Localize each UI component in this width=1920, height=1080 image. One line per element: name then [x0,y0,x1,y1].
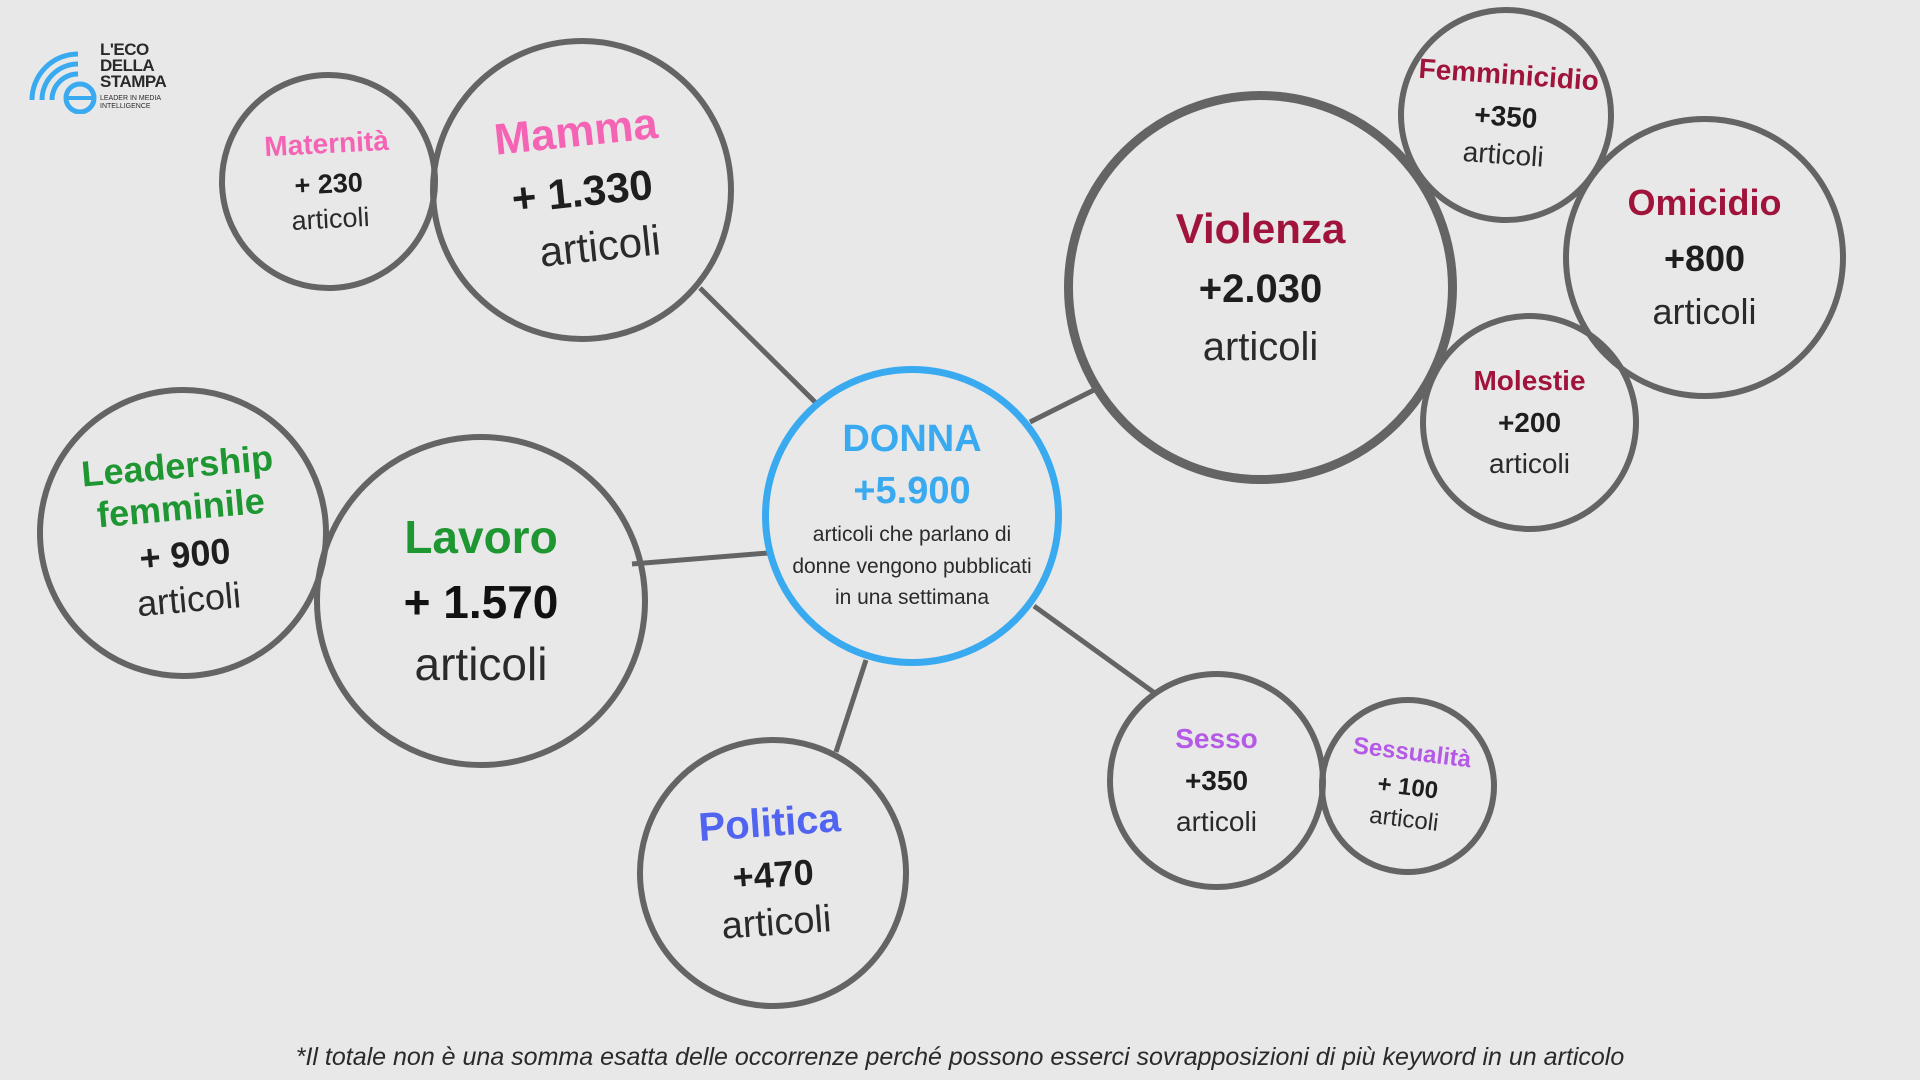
bubble-unit: articoli [720,897,833,948]
bubble-title: Politica [697,796,843,851]
bubble-description-1: articoli che parlano di [812,523,1012,547]
bubble-title: Omicidio [1627,182,1782,224]
bubble-title: Molestie [1473,365,1586,397]
logo-tagline: LEADER IN MEDIA INTELLIGENCE [100,95,161,111]
logo-line-2: DELLA [100,56,155,75]
bubble-count: + 230 [293,166,364,201]
link-violenza [1028,386,1098,425]
bubble-count: +470 [731,851,816,899]
bubble-title: DONNA [842,418,982,461]
link-mamma [698,286,819,406]
bubble-unit: articoli [1176,805,1257,837]
bubble-count: +350 [1184,765,1249,797]
bubble-omicidio: Omicidio +800 articoli [1563,116,1846,399]
bubble-count: +350 [1473,98,1539,135]
logo-tagline-2: INTELLIGENCE [100,103,151,110]
bubble-unit: articoli [414,638,548,691]
bubble-violenza: Violenza +2.030 articoli [1064,91,1457,484]
bubble-count: + 1.570 [403,575,559,628]
bubble-count: + 100 [1375,770,1440,805]
bubble-title: Lavoro [404,510,558,563]
bubble-unit: articoli [1461,136,1545,173]
bubble-count: + 1.330 [509,160,655,223]
bubble-donna: DONNA +5.900 articoli che parlano di don… [762,366,1062,666]
bubble-unit: articoli [1202,324,1319,369]
bubble-molestie: Molestie +200 articoli [1420,313,1639,532]
footnote: *Il totale non è una somma esatta delle … [295,1043,1625,1071]
bubble-title: Sesso [1175,723,1258,755]
link-lavoro [631,550,769,567]
brand-logo: L'ECO DELLA STAMPA LEADER IN MEDIA INTEL… [26,40,206,122]
logo-tagline-1: LEADER IN MEDIA [100,95,162,102]
bubble-count: +800 [1663,237,1746,279]
bubble-lavoro: Lavoro + 1.570 articoli [314,434,648,768]
bubble-count: +200 [1497,407,1562,439]
link-sesso [1032,603,1158,697]
bubble-description-3: in una settimana [834,586,990,610]
bubble-title: Sessualità [1351,731,1473,773]
logo-line-3: STAMPA [100,72,167,91]
bubble-unit: articoli [1367,801,1441,837]
bubble-description-2: donne vengono pubblicati [792,554,1032,578]
bubble-title: Mamma [491,99,660,166]
bubble-unit: articoli [135,574,243,625]
link-politica [833,659,869,753]
bubble-sesso: Sesso +350 articoli [1107,671,1326,890]
logo-wordmark: L'ECO DELLA STAMPA [100,40,167,91]
bubble-title: Femminicidio [1417,52,1600,97]
bubble-unit: articoli [1652,291,1757,333]
logo-line-1: L'ECO [100,40,149,59]
bubble-title: Violenza [1175,205,1346,253]
bubble-count: +5.900 [853,469,971,512]
bubble-unit: articoli [1489,447,1570,479]
signal-logo-icon [29,51,97,114]
bubble-count: +2.030 [1198,266,1323,311]
bubble-title: Maternità [263,125,390,163]
bubble-unit: articoli [537,216,663,276]
bubble-unit: articoli [290,201,371,236]
bubble-count: + 900 [137,530,233,579]
